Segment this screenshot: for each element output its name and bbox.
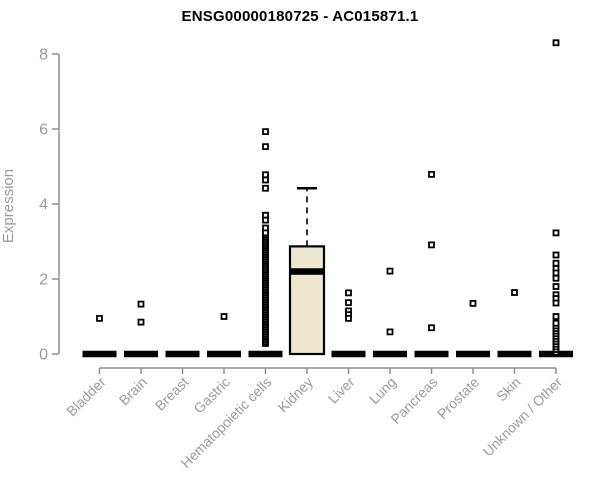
outlier-point: [345, 289, 352, 297]
outlier-point: [262, 128, 269, 136]
median-bar: [165, 350, 200, 358]
outlier-point: [262, 229, 269, 237]
outlier-point: [552, 319, 560, 327]
outlier-point: [262, 176, 269, 184]
outlier-point: [386, 267, 394, 275]
median-bar: [248, 350, 283, 358]
x-tick-label: Bladder: [63, 374, 109, 420]
median-bar: [331, 350, 366, 358]
outlier-point: [137, 318, 145, 326]
median-bar: [207, 350, 241, 358]
outlier-point: [345, 299, 352, 307]
outlier-point: [552, 313, 560, 320]
y-tick-label: 8: [39, 47, 48, 64]
outlier-point: [96, 314, 103, 322]
y-tick-label: 4: [39, 197, 48, 214]
outlier-point: [262, 184, 269, 192]
outlier-point: [469, 299, 477, 307]
median-bar: [124, 350, 158, 358]
outlier-point: [428, 324, 435, 332]
outlier-point: [552, 299, 560, 307]
median-bar: [456, 350, 490, 358]
x-tick-label: Prostate: [434, 374, 482, 422]
median-bar: [414, 350, 449, 358]
median-bar: [373, 350, 407, 358]
outlier-point: [552, 229, 560, 237]
median-bar: [82, 350, 117, 358]
outlier-point: [552, 39, 560, 47]
outlier-point: [552, 283, 560, 290]
x-tick-label: Skin: [493, 374, 524, 405]
x-tick-label: Kidney: [275, 374, 317, 416]
y-tick-label: 0: [39, 347, 48, 364]
outlier-point: [552, 274, 560, 282]
outlier-point: [552, 259, 560, 267]
outlier-point: [262, 143, 269, 151]
outlier-point: [511, 289, 518, 296]
x-tick-label: Liver: [325, 374, 358, 407]
y-tick-label: 2: [39, 272, 48, 289]
chart-title: ENSG00000180725 - AC015871.1: [181, 8, 419, 25]
median-bar: [290, 268, 324, 275]
x-tick-label: Brain: [116, 374, 150, 408]
outlier-point: [428, 241, 435, 249]
x-tick-label: Lung: [366, 374, 399, 407]
median-bar: [497, 350, 532, 358]
outlier-point: [262, 216, 269, 224]
outlier-point: [262, 171, 269, 179]
outlier-point: [428, 170, 435, 178]
x-tick-label: Breast: [152, 374, 192, 414]
outlier-point: [220, 313, 228, 320]
outlier-point: [552, 269, 560, 277]
x-tick-label: Unknown / Other: [480, 374, 566, 460]
outlier-point: [137, 300, 145, 308]
y-tick-label: 6: [39, 122, 48, 139]
outlier-point: [345, 314, 352, 322]
box-kidney: [288, 245, 326, 356]
outlier-point: [552, 251, 560, 259]
outlier-point: [386, 328, 394, 336]
